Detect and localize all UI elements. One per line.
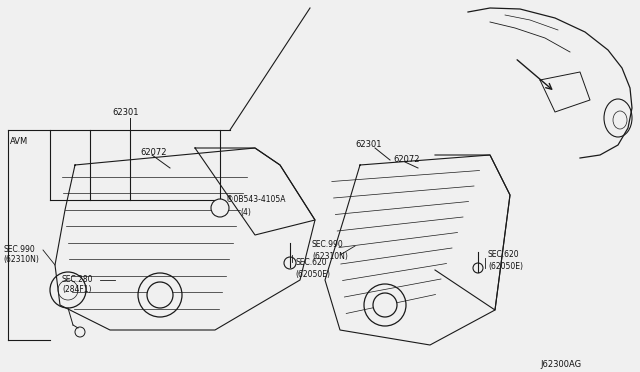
- Text: 62301: 62301: [112, 108, 138, 117]
- Text: SEC.280: SEC.280: [62, 275, 93, 284]
- Text: AVM: AVM: [10, 137, 28, 146]
- Text: (4): (4): [240, 208, 251, 217]
- Text: J62300AG: J62300AG: [540, 360, 581, 369]
- Ellipse shape: [147, 282, 173, 308]
- Text: SEC.990: SEC.990: [312, 240, 344, 249]
- Text: (62050E): (62050E): [295, 270, 330, 279]
- Text: (62310N): (62310N): [312, 252, 348, 261]
- Text: SEC.990: SEC.990: [3, 245, 35, 254]
- Text: 5: 5: [218, 209, 222, 215]
- Text: SEC.620: SEC.620: [295, 258, 326, 267]
- Circle shape: [211, 199, 229, 217]
- Ellipse shape: [373, 293, 397, 317]
- Text: 62072: 62072: [393, 155, 419, 164]
- Text: 62301: 62301: [355, 140, 381, 149]
- Text: SEC.620: SEC.620: [488, 250, 520, 259]
- Text: 62072: 62072: [140, 148, 166, 157]
- Text: (284F1): (284F1): [62, 285, 92, 294]
- Text: ®0B543-4105A: ®0B543-4105A: [226, 195, 285, 204]
- Text: (62050E): (62050E): [488, 262, 523, 271]
- Text: (62310N): (62310N): [3, 255, 39, 264]
